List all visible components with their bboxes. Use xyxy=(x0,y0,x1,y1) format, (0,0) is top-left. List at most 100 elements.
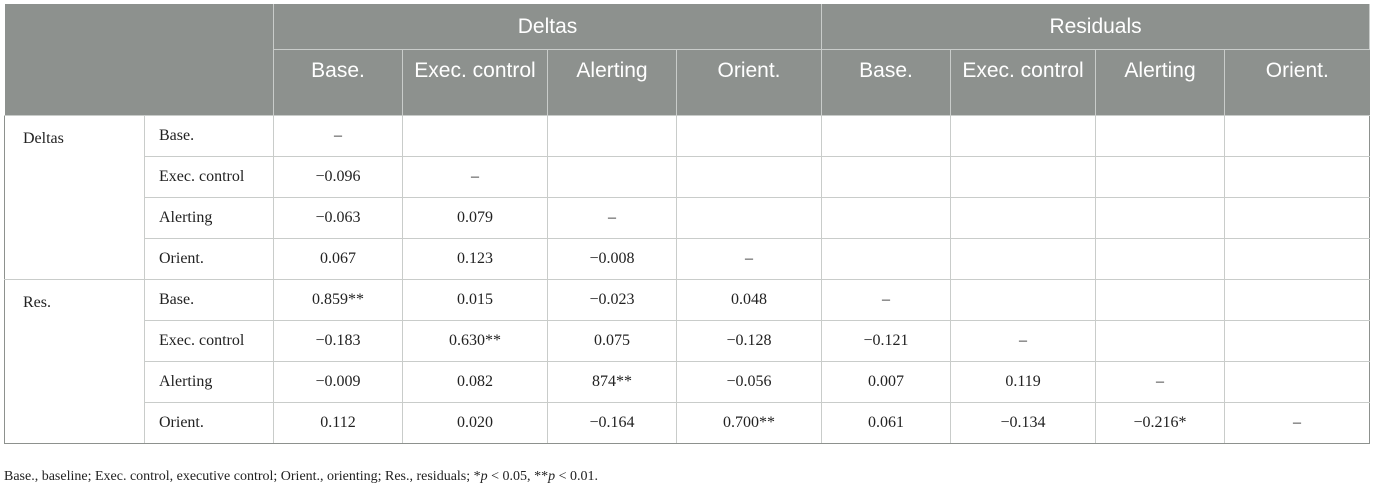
group-header-residuals: Residuals xyxy=(821,4,1371,50)
table-cell: – xyxy=(950,320,1097,362)
column-header: Exec. control xyxy=(402,49,548,116)
table-cell: – xyxy=(1224,402,1371,444)
table-row: Alerting −0.063 0.079– xyxy=(5,197,1371,239)
column-header: Orient. xyxy=(1224,49,1370,116)
table-cell xyxy=(821,115,952,157)
table-cell: 0.067 xyxy=(273,238,403,280)
table-cell: 874** xyxy=(547,361,677,403)
column-header: Base. xyxy=(273,49,403,116)
row-label: Exec. control xyxy=(144,320,274,362)
table-cell: 0.061 xyxy=(821,402,952,444)
table-row: Orient. 0.112 0.020 −0.164 0.700** 0.061 −0.13… xyxy=(5,402,1371,444)
table-cell xyxy=(821,197,952,239)
table-cell: 0.079 xyxy=(402,197,548,239)
table-cell xyxy=(1224,279,1371,321)
footnote-sig1-threshold: < 0.05, xyxy=(487,469,535,484)
table-cell: – xyxy=(402,156,548,198)
table-cell: 0.700** xyxy=(675,402,823,444)
table-cell xyxy=(821,238,952,280)
table-cell xyxy=(950,279,1097,321)
table-row: Orient. 0.067 0.123 −0.008– xyxy=(5,238,1371,280)
table-cell: – xyxy=(547,197,677,239)
row-label: Alerting xyxy=(144,197,274,239)
row-label: Base. xyxy=(144,115,274,157)
table-cell: −0.096 xyxy=(273,156,403,198)
table-cell xyxy=(1095,156,1226,198)
table-cell xyxy=(950,197,1097,239)
column-header: Base. xyxy=(821,49,952,116)
footnote-sig2-marker: ** xyxy=(534,469,549,484)
table-cell: −0.023 xyxy=(547,279,677,321)
table-cell: 0.007 xyxy=(821,361,952,403)
table-cell xyxy=(547,115,677,157)
table-row: Alerting −0.009 0.082 874** −0.056 0.007 0.119… xyxy=(5,361,1371,403)
table-cell: −0.164 xyxy=(547,402,677,444)
table-row: Exec. control −0.096– xyxy=(5,156,1371,198)
table-cell: −0.121 xyxy=(821,320,952,362)
column-header: Alerting xyxy=(1095,49,1226,116)
table-cell xyxy=(675,197,823,239)
row-label: Orient. xyxy=(144,238,274,280)
table-cell: −0.008 xyxy=(547,238,677,280)
footnote-sig2-threshold: < 0.01. xyxy=(555,469,598,484)
table-cell: – xyxy=(1095,361,1226,403)
table-cell xyxy=(1224,238,1371,280)
table-cell: −0.183 xyxy=(273,320,403,362)
table-row: Deltas Base. – xyxy=(4,115,1371,280)
table-cell: 0.020 xyxy=(402,402,548,444)
table-cell: 0.048 xyxy=(675,279,823,321)
row-label: Base. xyxy=(144,279,274,321)
table-cell: −0.128 xyxy=(675,320,823,362)
footnote-abbreviations: Base., baseline; Exec. control, executiv… xyxy=(4,469,474,484)
table-cell: 0.630** xyxy=(402,320,548,362)
table-cell xyxy=(675,115,823,157)
group-header-deltas: Deltas xyxy=(273,4,823,50)
table-cell: – xyxy=(675,238,823,280)
footnote-p-symbol: p xyxy=(548,469,556,484)
table-row: Res. Base. 0.859** 0.015 −0.023 0.048– xyxy=(4,279,1371,444)
table-cell: −0.063 xyxy=(273,197,403,239)
table-cell: −0.134 xyxy=(950,402,1097,444)
table-cell xyxy=(1095,279,1226,321)
table-cell xyxy=(1224,320,1371,362)
table-cell xyxy=(1095,320,1226,362)
table-cell: 0.082 xyxy=(402,361,548,403)
table-cell xyxy=(1095,115,1226,157)
table-cell: −0.009 xyxy=(273,361,403,403)
row-group-label: Res. xyxy=(4,279,145,444)
table-cell xyxy=(1224,361,1371,403)
table-cell xyxy=(1224,156,1371,198)
table-cell: −0.216* xyxy=(1095,402,1226,444)
table-cell xyxy=(821,156,952,198)
column-header-row: Base. Exec. control Alerting Orient. Bas… xyxy=(5,49,1370,116)
column-header: Alerting xyxy=(547,49,677,116)
table-cell xyxy=(1095,197,1226,239)
table-cell xyxy=(547,156,677,198)
row-label: Exec. control xyxy=(144,156,274,198)
group-header-row: Deltas Residuals xyxy=(4,4,1371,116)
column-header: Orient. xyxy=(676,49,823,116)
table-cell: 0.123 xyxy=(402,238,548,280)
table-footnote: Base., baseline; Exec. control, executiv… xyxy=(4,469,598,485)
row-label: Alerting xyxy=(144,361,274,403)
table-cell xyxy=(950,115,1097,157)
correlation-table-container: Deltas Residuals Base. Exec. control Ale… xyxy=(4,4,1371,444)
table-cell xyxy=(950,238,1097,280)
footnote-p-symbol: p xyxy=(480,469,488,484)
table-cell: 0.859** xyxy=(273,279,403,321)
table-row: Exec. control −0.183 0.630** 0.075 −0.128 −0.… xyxy=(5,320,1371,362)
correlation-table: Deltas Residuals Base. Exec. control Ale… xyxy=(4,4,1371,444)
table-cell xyxy=(950,156,1097,198)
table-cell: – xyxy=(821,279,952,321)
table-cell: 0.112 xyxy=(273,402,403,444)
row-label: Orient. xyxy=(144,402,274,444)
table-cell: 0.015 xyxy=(402,279,548,321)
table-cell xyxy=(1224,115,1371,157)
table-cell: 0.075 xyxy=(547,320,677,362)
table-cell: −0.056 xyxy=(675,361,823,403)
row-group-label: Deltas xyxy=(4,115,145,280)
corner-cell xyxy=(4,4,274,116)
table-cell: 0.119 xyxy=(950,361,1097,403)
column-header: Exec. control xyxy=(950,49,1097,116)
table-cell xyxy=(402,115,548,157)
